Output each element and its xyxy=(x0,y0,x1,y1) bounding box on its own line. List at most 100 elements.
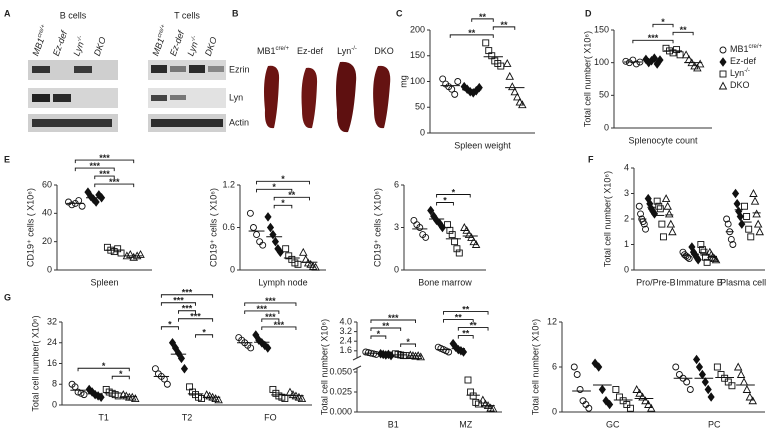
point xyxy=(719,70,727,78)
band xyxy=(170,66,186,72)
genotype-name: MB1 xyxy=(730,44,749,54)
point xyxy=(721,374,729,382)
point xyxy=(252,330,260,340)
blot-strip xyxy=(28,88,118,108)
point xyxy=(416,224,424,231)
y-tick-label: 0 xyxy=(47,264,52,274)
x-tick-label: Bone marrow xyxy=(418,277,472,287)
x-tick-label: MZ xyxy=(459,419,472,429)
band xyxy=(151,119,223,127)
point xyxy=(311,262,320,271)
genotype-name: Lyn xyxy=(186,41,200,58)
point xyxy=(97,392,105,402)
significance-label: * xyxy=(168,320,172,330)
y-tick-label: 40 xyxy=(42,208,52,218)
band xyxy=(74,66,92,73)
point xyxy=(644,400,653,408)
significance-bracket xyxy=(273,204,293,209)
band xyxy=(151,95,167,101)
significance-bracket xyxy=(672,31,694,36)
y-tick-label: 4 xyxy=(624,162,629,172)
y-tick-label: 16 xyxy=(47,358,57,368)
significance-label: * xyxy=(661,17,665,27)
significance-bracket xyxy=(370,335,387,339)
point xyxy=(622,57,630,65)
point xyxy=(619,397,627,405)
point xyxy=(80,391,88,399)
point xyxy=(683,378,691,386)
point xyxy=(752,209,761,218)
point xyxy=(703,258,711,266)
significance-bracket xyxy=(652,23,674,28)
point xyxy=(638,392,647,401)
axis-break xyxy=(352,365,362,371)
genotype-name: Ez-def xyxy=(297,46,324,56)
band xyxy=(32,119,112,127)
x-tick-label: FO xyxy=(264,412,277,422)
significance-label: * xyxy=(281,198,285,208)
point xyxy=(653,197,661,205)
blot-strip xyxy=(28,60,118,80)
point xyxy=(668,227,677,236)
point xyxy=(250,224,257,231)
significance-label: * xyxy=(452,187,456,197)
y-tick-label: 200 xyxy=(410,24,425,34)
point xyxy=(503,59,512,67)
spleen-label: Ez-def xyxy=(297,46,324,56)
significance-label: ** xyxy=(479,12,487,22)
point xyxy=(673,46,681,54)
point xyxy=(747,233,755,241)
axis-break xyxy=(352,355,362,361)
point xyxy=(748,396,757,405)
genotype-sup: -/- xyxy=(76,35,84,42)
significance-label: *** xyxy=(265,312,276,322)
significance-bracket xyxy=(178,318,214,322)
significance-bracket xyxy=(443,319,474,323)
point xyxy=(694,255,702,265)
legend-label: Ez-def xyxy=(730,56,757,66)
point xyxy=(745,225,753,233)
point xyxy=(606,399,614,410)
point xyxy=(741,202,748,210)
y-tick-label: 150 xyxy=(594,24,609,34)
significance-bracket xyxy=(244,302,297,306)
point xyxy=(731,188,740,199)
y-tick-label: 50 xyxy=(415,102,425,112)
y-axis-label: Total cell number( X10⁶) xyxy=(530,319,540,415)
band xyxy=(208,66,224,72)
point xyxy=(129,252,138,261)
point xyxy=(686,386,694,393)
point xyxy=(482,39,490,47)
point xyxy=(253,231,261,239)
point xyxy=(247,344,255,352)
point xyxy=(573,371,581,378)
y-tick-label: 0 xyxy=(394,264,399,274)
point xyxy=(364,349,372,357)
point xyxy=(707,392,715,402)
blot-title: T cells xyxy=(174,10,200,20)
genotype-name: Lyn xyxy=(730,68,744,78)
significance-label: ** xyxy=(501,20,509,30)
significance-bracket xyxy=(256,180,310,185)
genotype-sup: cre/+ xyxy=(36,23,46,38)
y-axis-label: Total cell number( X10⁶) xyxy=(582,31,592,127)
point xyxy=(749,189,758,197)
panel-letter: G xyxy=(4,292,11,302)
point xyxy=(632,60,640,68)
genotype-sup: cre/+ xyxy=(276,46,290,52)
y-tick-label: 8 xyxy=(52,379,57,389)
point xyxy=(453,245,461,253)
x-tick-label: Plasma cell xyxy=(720,277,766,287)
blot-strip xyxy=(148,60,226,80)
genotype-name: Ez-def xyxy=(730,56,757,66)
band xyxy=(189,65,205,73)
point xyxy=(623,401,631,408)
y-axis-label: Total cell number( X10⁶) xyxy=(319,319,329,415)
y-tick-label: 2 xyxy=(624,213,629,223)
significance-label: * xyxy=(119,369,123,379)
point xyxy=(422,233,430,241)
point xyxy=(294,260,302,268)
point xyxy=(471,240,481,248)
point xyxy=(637,210,644,218)
significance-bracket xyxy=(244,310,280,314)
